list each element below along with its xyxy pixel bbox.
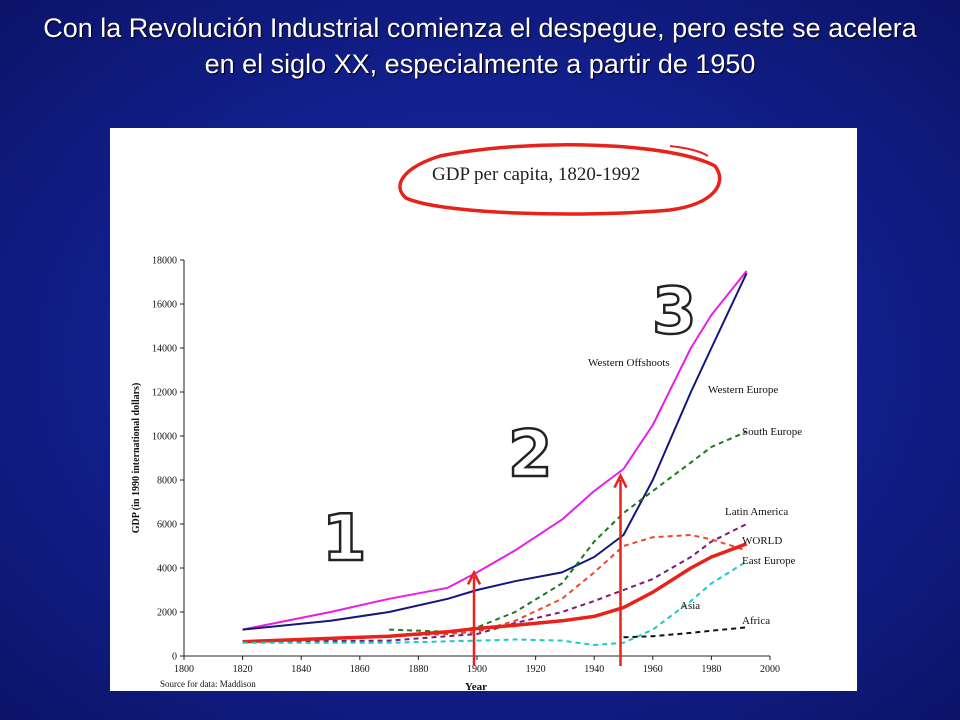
phase-2-label: 2	[508, 418, 553, 492]
y-tick-label: 2000	[157, 608, 177, 619]
x-tick-label: 1800	[174, 664, 194, 675]
x-tick-group: 1800 1820 1840 1860 1880 1900 1920 1940 1960 1980…	[174, 656, 780, 675]
x-tick-label: 1960	[643, 664, 663, 675]
x-tick-label: 1860	[350, 664, 370, 675]
x-tick-label: 1840	[291, 664, 311, 675]
series-line-east-europe	[389, 534, 747, 638]
x-tick-label: 1920	[526, 664, 546, 675]
chart-title: GDP per capita, 1820-1992	[432, 164, 640, 185]
x-tick-label: 1940	[584, 664, 604, 675]
label-latin-america: Latin America	[725, 506, 788, 518]
series-line-western-offshoots	[242, 270, 748, 631]
label-world: WORLD	[742, 535, 782, 547]
y-tick-label: 16000	[152, 300, 177, 311]
label-east-europe: East Europe	[742, 555, 796, 567]
series-line-latin-america	[242, 523, 748, 643]
source-note: Source for data: Maddison	[160, 679, 256, 689]
arrow-head-1900	[466, 569, 482, 585]
x-tick-label: 2000	[760, 664, 780, 675]
label-africa: Africa	[742, 615, 770, 627]
phase-labels: 1 2 3	[321, 274, 698, 578]
gdp-line-chart: GDP per capita, 1820-1992 0 2000 4000 6000 8…	[131, 143, 802, 691]
phase-3-label: 3	[652, 275, 697, 349]
y-axis-label: GDP (in 1990 international dollars)	[131, 383, 142, 534]
y-tick-label: 4000	[157, 564, 177, 575]
series-line-western-europe	[242, 272, 748, 631]
title-highlight-stroke	[669, 145, 709, 157]
series-line-south-europe	[389, 430, 748, 633]
label-south-europe: South Europe	[742, 426, 802, 438]
x-tick-label: 1820	[233, 664, 253, 675]
y-tick-label: 18000	[152, 256, 177, 267]
label-western-offshoots: Western Offshoots	[588, 357, 670, 369]
x-axis-label: Year	[465, 681, 487, 691]
series-line-africa	[623, 626, 747, 639]
chart-panel: GDP per capita, 1820-1992 0 2000 4000 6000 8…	[110, 128, 857, 691]
y-tick-label: 0	[172, 652, 177, 663]
arrow-head-1950	[613, 472, 628, 489]
slide-title: Con la Revolución Industrial comienza el…	[43, 13, 917, 79]
x-tick-label: 1880	[408, 664, 428, 675]
y-tick-label: 6000	[157, 520, 177, 531]
label-western-europe: Western Europe	[708, 384, 778, 396]
series-labels: Western Offshoots Western Europe South E…	[588, 357, 802, 627]
phase-1-label: 1	[322, 502, 367, 576]
y-tick-label: 12000	[152, 388, 177, 399]
series-lines	[242, 270, 748, 646]
y-tick-label: 14000	[152, 344, 177, 355]
label-asia: Asia	[680, 600, 700, 612]
arrows	[466, 472, 628, 666]
series-line-asia	[242, 560, 748, 646]
x-tick-label: 1900	[467, 664, 487, 675]
y-tick-group: 0 2000 4000 6000 8000 10000 12000 14000 16000 180…	[152, 256, 184, 663]
series-line-world	[242, 542, 748, 644]
x-tick-label: 1980	[701, 664, 721, 675]
y-tick-label: 10000	[152, 432, 177, 443]
y-tick-label: 8000	[157, 476, 177, 487]
title-highlight-circle	[398, 143, 722, 216]
